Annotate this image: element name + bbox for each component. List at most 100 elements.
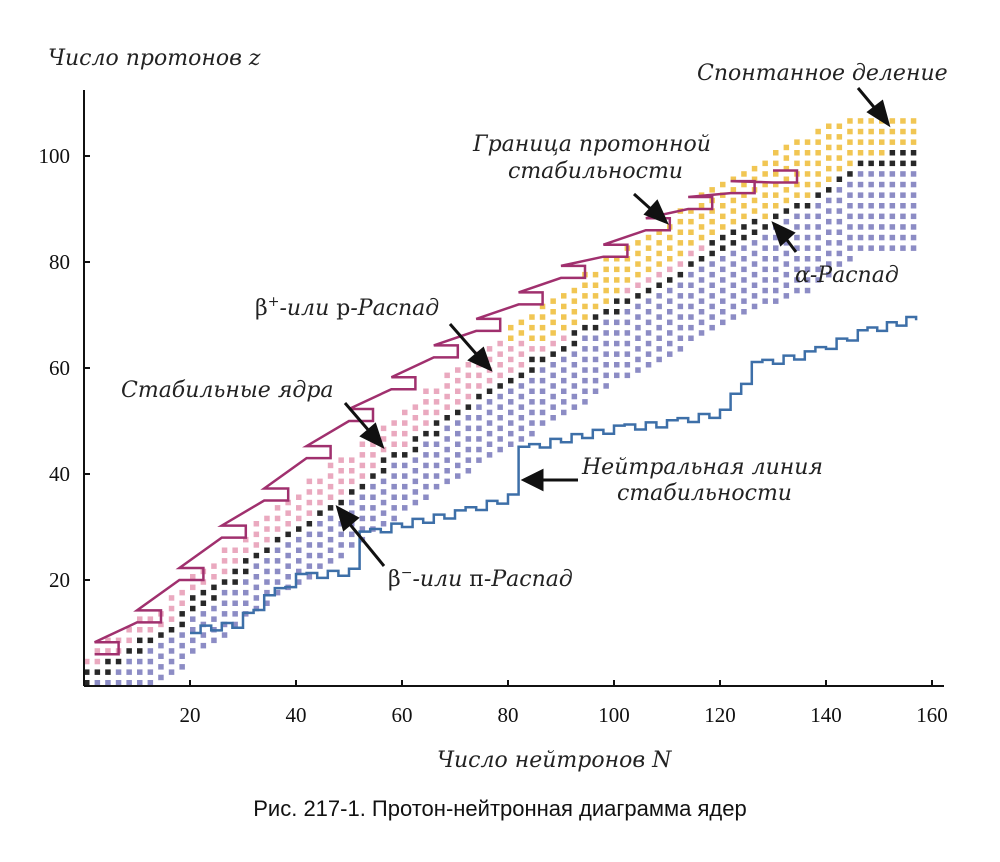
nuclide-cell (126, 658, 132, 665)
nuclide-cell (349, 531, 355, 538)
nuclide-cell (836, 229, 843, 235)
nuclide-cell (158, 621, 164, 628)
nuclide-cell (476, 383, 482, 389)
nuclide-cell (571, 309, 578, 315)
nuclide-cell (624, 319, 631, 326)
nuclide-cell (910, 203, 917, 209)
nuclide-cell (910, 245, 917, 251)
nuclide-cell (317, 563, 323, 569)
nuclide-cell (709, 303, 715, 310)
nuclide-cell (624, 266, 631, 273)
nuclide-cell (306, 542, 313, 548)
nuclide-cell (402, 473, 408, 479)
nuclide-cell (889, 234, 896, 241)
nuclide-cell (635, 250, 641, 257)
nuclide-cell (688, 324, 694, 331)
nuclide-cell (529, 430, 535, 437)
nuclide-cell (624, 309, 631, 315)
nuclide-cell (635, 240, 641, 246)
nuclide-cell (486, 388, 493, 394)
nuclide-cell (402, 452, 408, 458)
nuclide-cell (762, 192, 768, 198)
nuclide-cell (836, 144, 843, 151)
nuclide-cell (720, 256, 726, 262)
nuclide-cell (762, 266, 768, 273)
nuclide-cell (624, 277, 631, 283)
nuclide-cell (720, 234, 726, 241)
nuclide-cell (370, 515, 376, 522)
nuclide-cell (539, 367, 546, 373)
nuclide-cell (391, 483, 397, 490)
nuclide-cell (232, 558, 238, 564)
nuclide-cell (561, 303, 567, 310)
nuclide-cell (211, 563, 217, 569)
nuclide-cell (592, 293, 599, 299)
nuclide-cell (582, 399, 588, 405)
nuclide-cell (879, 160, 885, 167)
nuclide-cell (741, 234, 747, 241)
nuclide-cell (751, 165, 758, 172)
nuclide-cell (868, 160, 874, 167)
nuclide-cell (327, 547, 334, 553)
nuclide-cell (836, 134, 843, 140)
nuclide-cell (200, 632, 207, 638)
nuclide-cell (380, 457, 387, 463)
proton-boundary-label-line1: Граница протонной (472, 132, 711, 157)
nuclide-cell (137, 627, 143, 633)
nuclide-cell (900, 160, 906, 167)
nuclide-cell (698, 256, 705, 262)
nuclide-cell (910, 150, 917, 156)
nuclide-cell (306, 574, 313, 580)
nuclide-cell (412, 425, 419, 432)
y-tick-label: 80 (49, 250, 70, 274)
nuclide-cell (221, 547, 228, 553)
nuclide-cell (836, 123, 843, 129)
nuclide-cell (656, 356, 662, 363)
nuclide-cell (720, 192, 726, 198)
nuclide-cell (826, 187, 832, 193)
nuclide-cell (550, 383, 556, 389)
nuclide-cell (391, 430, 397, 437)
spontaneous-fission-label: Спонтанное деление (697, 61, 948, 86)
nuclide-cell (815, 139, 821, 145)
nuclide-cell (783, 282, 790, 288)
nuclide-cell (232, 589, 238, 596)
nuclide-cell (402, 483, 408, 490)
nuclide-cell (126, 627, 132, 633)
nuclide-cell (603, 298, 609, 304)
nuclide-cell (783, 293, 790, 299)
beta-minus-label: β−-или п-Распад (388, 565, 573, 592)
nuclide-cell (84, 680, 90, 686)
nuclide-cell (497, 393, 503, 400)
nuclide-cell (349, 542, 355, 548)
nuclide-cell (190, 574, 196, 580)
arrow-boundary-head (643, 199, 669, 225)
nuclide-cell (296, 547, 302, 553)
nuclide-cell (476, 425, 482, 432)
nuclide-cell (879, 213, 885, 220)
nuclide-cell (794, 192, 800, 198)
nuclide-cell (561, 388, 567, 394)
nuclide-cell (285, 510, 291, 516)
nuclide-cell (847, 192, 853, 198)
nuclide-cell (656, 282, 662, 288)
nuclide-cell (158, 642, 164, 649)
nuclide-cell (804, 160, 811, 167)
nuclide-cell (826, 250, 832, 257)
alpha-decay-label: α-Распад (795, 263, 899, 288)
nuclide-cell (889, 171, 896, 177)
nuclide-cell (359, 462, 366, 469)
nuclide-cell (571, 287, 578, 294)
nuclide-cell (741, 266, 747, 273)
nuclide-cell (179, 664, 185, 670)
nuclide-cell (889, 139, 896, 145)
nuclide-cell (497, 362, 503, 368)
nuclide-cell (412, 436, 419, 442)
nuclide-cell (804, 224, 811, 230)
nuclide-cell (444, 446, 450, 453)
nuclide-cell (794, 245, 800, 251)
nuclide-cell (317, 552, 323, 559)
nuclide-cell (274, 568, 281, 575)
nuclide-cell (285, 552, 291, 559)
nuclide-cell (592, 377, 599, 384)
